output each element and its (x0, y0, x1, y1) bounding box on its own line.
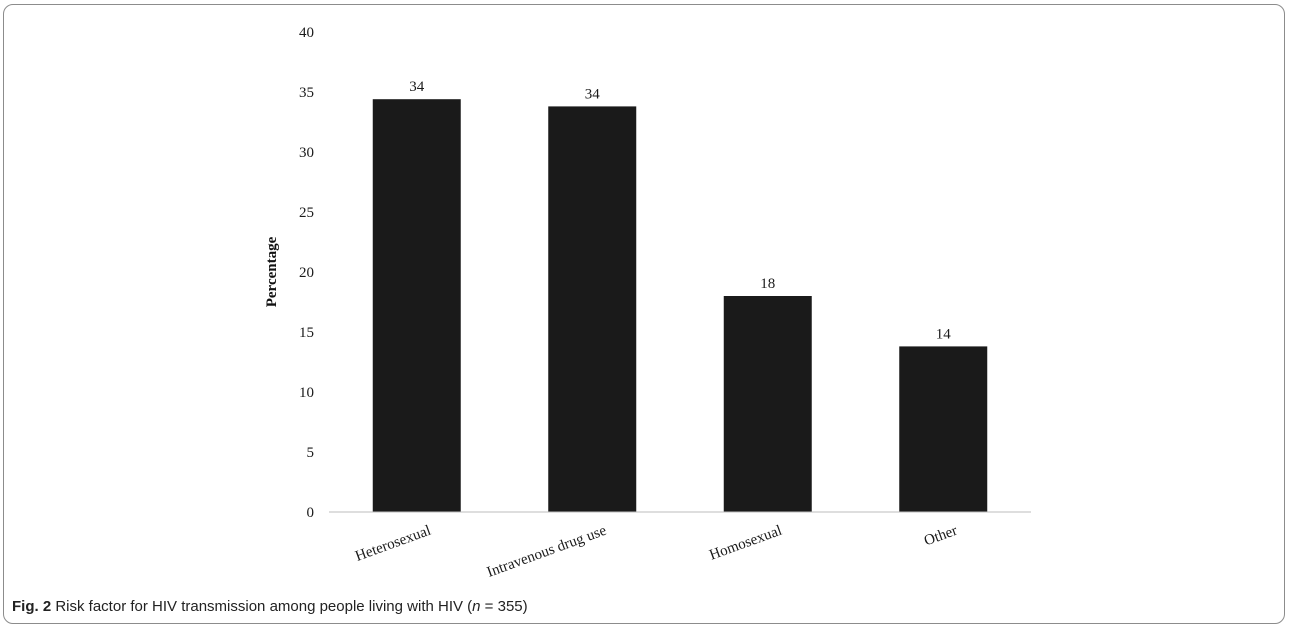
data-label-0: 34 (409, 79, 425, 95)
y-tick-label-4: 20 (299, 265, 314, 281)
data-label-2: 18 (760, 276, 775, 292)
caption-label: Fig. 2 (12, 598, 52, 615)
caption-n-variable: n (472, 598, 481, 615)
y-axis-label: Percentage (264, 236, 280, 307)
x-tick-label-1: Intravenous drug use (485, 523, 609, 581)
bar-1 (548, 106, 637, 513)
y-axis-ticks: 0 5 10 15 20 25 30 35 40 (299, 25, 314, 521)
y-tick-label-8: 40 (299, 25, 314, 41)
bars (372, 99, 988, 513)
x-tick-label-0: Heterosexual (353, 523, 433, 565)
data-label-1: 34 (585, 86, 601, 102)
y-tick-label-1: 5 (307, 445, 315, 461)
x-tick-label-2: Homosexual (707, 523, 784, 564)
data-label-3: 14 (936, 326, 952, 342)
data-labels: 34 34 18 14 (409, 79, 951, 342)
bar-3 (899, 346, 988, 512)
y-tick-label-7: 35 (299, 85, 314, 101)
x-tick-label-3: Other (922, 523, 960, 550)
bar-2 (723, 296, 812, 512)
y-tick-label-2: 10 (299, 385, 314, 401)
y-tick-label-0: 0 (307, 505, 315, 521)
caption-text-after: = 355) (480, 598, 528, 615)
y-tick-label-6: 30 (299, 145, 314, 161)
bar-chart: 0 5 10 15 20 25 30 35 40 34 34 18 14 Heterosexual In… (264, 25, 1031, 581)
x-axis-ticks: Heterosexual Intravenous drug use Homosexu… (353, 523, 959, 581)
caption-text-before: Risk factor for HIV transmission among p… (55, 598, 473, 615)
y-tick-label-3: 15 (299, 325, 314, 341)
figure-frame: 0 5 10 15 20 25 30 35 40 34 34 18 14 Heterosexual In… (3, 4, 1285, 624)
figure-caption: Fig. 2 Risk factor for HIV transmission … (12, 598, 1262, 615)
bar-0 (372, 99, 461, 512)
y-tick-label-5: 25 (299, 205, 314, 221)
